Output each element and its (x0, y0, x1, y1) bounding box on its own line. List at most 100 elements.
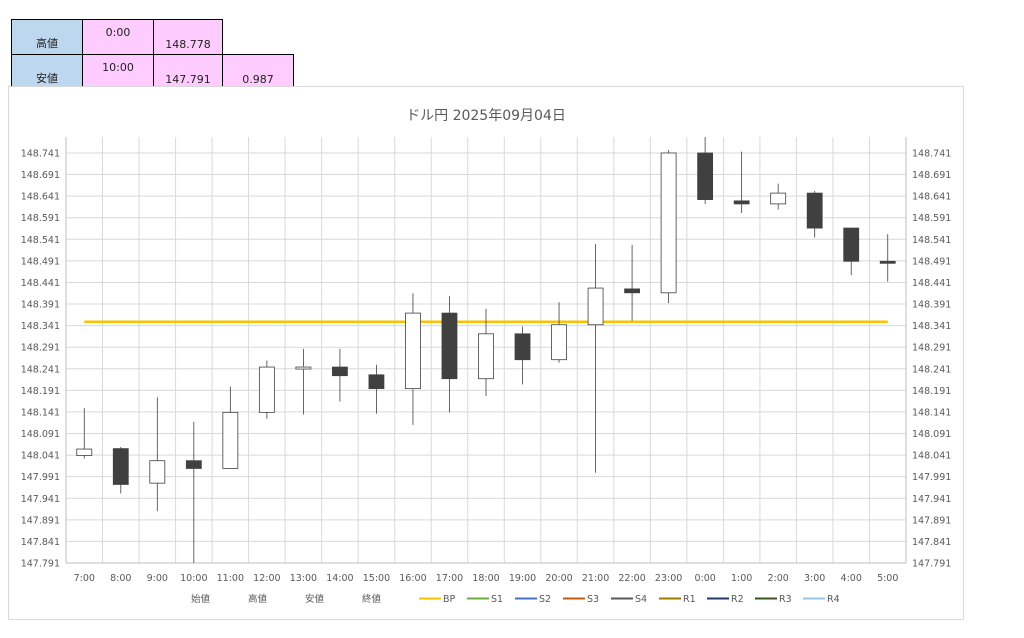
candle-body-up (149, 460, 166, 484)
candle (879, 234, 896, 282)
y-tick-label-left: 148.091 (21, 429, 60, 440)
x-tick-label: 18:00 (472, 573, 499, 584)
y-tick-label-right: 148.491 (912, 256, 951, 267)
candle (478, 308, 494, 396)
summary-low-price: 147.791 (153, 54, 223, 90)
y-tick-label-left: 148.691 (21, 170, 60, 181)
chart-legend: 始値 高値 安値 終値 BP S1 S2 S3 S4 R1 R2 R3 R4 (191, 593, 840, 605)
candle-body-down (879, 260, 896, 264)
y-tick-label-right: 147.891 (912, 515, 951, 526)
x-tick-label: 23:00 (655, 573, 682, 584)
x-tick-label: 0:00 (694, 573, 715, 584)
legend-item: R4 (803, 594, 840, 605)
x-tick-label: 13:00 (290, 573, 317, 584)
x-axis: 7:00 8:00 9:00 10:00 11:00 12:00 13:00 14:00 15:… (66, 562, 906, 584)
legend-label: 高値 (248, 593, 268, 605)
y-tick-label-right: 148.291 (912, 343, 951, 354)
summary-row-high: 高値 0:00 148.778 (11, 19, 294, 55)
y-tick-label-right: 148.741 (912, 148, 951, 159)
summary-table: 高値 0:00 148.778 安値 10:00 147.791 0.987 (11, 19, 294, 90)
candles (76, 137, 896, 563)
candlestick-chart: ドル円 2025年09月04日 147.791147.841147.891147… (21, 108, 952, 605)
y-tick-label-right: 147.841 (912, 537, 951, 548)
summary-low-time: 10:00 (82, 54, 154, 90)
y-tick-label-right: 147.941 (912, 494, 951, 505)
candle (514, 326, 531, 385)
candle-body-down (806, 192, 823, 229)
candle-body-up (405, 312, 421, 390)
y-tick-label-left: 147.991 (21, 472, 60, 483)
x-tick-label: 20:00 (545, 573, 572, 584)
candle-body-up (660, 152, 677, 294)
candle (624, 244, 640, 321)
candle (405, 293, 421, 425)
legend-label: S1 (491, 594, 503, 605)
legend-label: 終値 (362, 593, 382, 605)
candle-body-up (258, 366, 275, 413)
candle (368, 364, 385, 414)
candle-body-down (624, 288, 640, 294)
y-tick-label-left: 147.941 (21, 494, 60, 505)
candle-body-down (185, 460, 202, 469)
candle (806, 190, 823, 238)
candle (149, 397, 166, 512)
candle (258, 360, 275, 419)
legend-label: BP (443, 594, 456, 605)
candle-body-down (332, 366, 348, 377)
legend-label: R1 (683, 594, 696, 605)
candle-body-down (733, 200, 750, 205)
candle-body-up (587, 287, 604, 326)
candle (441, 295, 458, 413)
y-axis-left: 147.791 147.841 147.891 147.941 147.991 148.0… (21, 137, 67, 570)
y-tick-label-left: 148.041 (21, 451, 60, 462)
legend-label: R2 (731, 594, 744, 605)
y-tick-label-left: 148.541 (21, 235, 60, 246)
x-tick-label: 3:00 (804, 573, 825, 584)
summary-low-label: 安値 (11, 54, 83, 90)
y-tick-label-left: 148.191 (21, 386, 60, 397)
x-tick-label: 1:00 (731, 573, 752, 584)
x-tick-label: 4:00 (841, 573, 862, 584)
x-tick-label: 22:00 (618, 573, 645, 584)
legend-item: R1 (659, 594, 696, 605)
y-tick-label-right: 148.091 (912, 429, 951, 440)
legend-item: S4 (611, 594, 647, 605)
y-tick-label-left: 148.391 (21, 300, 60, 311)
chart-area: ドル円 2025年09月04日 147.791 147.841 147.891 147… (8, 86, 964, 620)
y-tick-label-left: 148.491 (21, 256, 60, 267)
legend-label: S4 (635, 594, 647, 605)
y-tick-label-right: 148.141 (912, 407, 951, 418)
legend-item: S2 (515, 594, 551, 605)
y-tick-label-left: 147.791 (21, 559, 60, 570)
y-tick-label-right: 148.341 (912, 321, 951, 332)
y-tick-label-right: 148.241 (912, 364, 951, 375)
y-tick-label-left: 147.891 (21, 515, 60, 526)
summary-high-diff (223, 20, 294, 55)
candle-body-up (770, 192, 787, 205)
legend-item: S1 (467, 594, 503, 605)
x-tick-label: 14:00 (326, 573, 353, 584)
candle (660, 149, 677, 304)
candle (551, 302, 567, 363)
candle (112, 446, 129, 494)
chart-grid (65, 137, 907, 564)
legend-item: 高値 (248, 593, 268, 605)
legend-label: R3 (779, 594, 792, 605)
x-tick-label: 12:00 (253, 573, 280, 584)
candle (295, 348, 312, 415)
y-tick-label-right: 147.991 (912, 472, 951, 483)
y-tick-label-left: 148.591 (21, 213, 60, 224)
legend-label: S2 (539, 594, 551, 605)
y-tick-label-right: 148.041 (912, 451, 951, 462)
legend-item: S3 (563, 594, 599, 605)
x-tick-label: 8:00 (110, 573, 131, 584)
x-tick-label: 10:00 (180, 573, 207, 584)
chart-title: ドル円 2025年09月04日 (406, 108, 566, 124)
candle-body-down (514, 333, 531, 361)
candle-body-down (441, 312, 458, 380)
candle (76, 408, 93, 459)
summary-low-diff: 0.987 (222, 54, 294, 90)
y-tick-label-left: 147.841 (21, 537, 60, 548)
legend-item: 終値 (362, 593, 382, 605)
x-tick-label: 11:00 (217, 573, 244, 584)
